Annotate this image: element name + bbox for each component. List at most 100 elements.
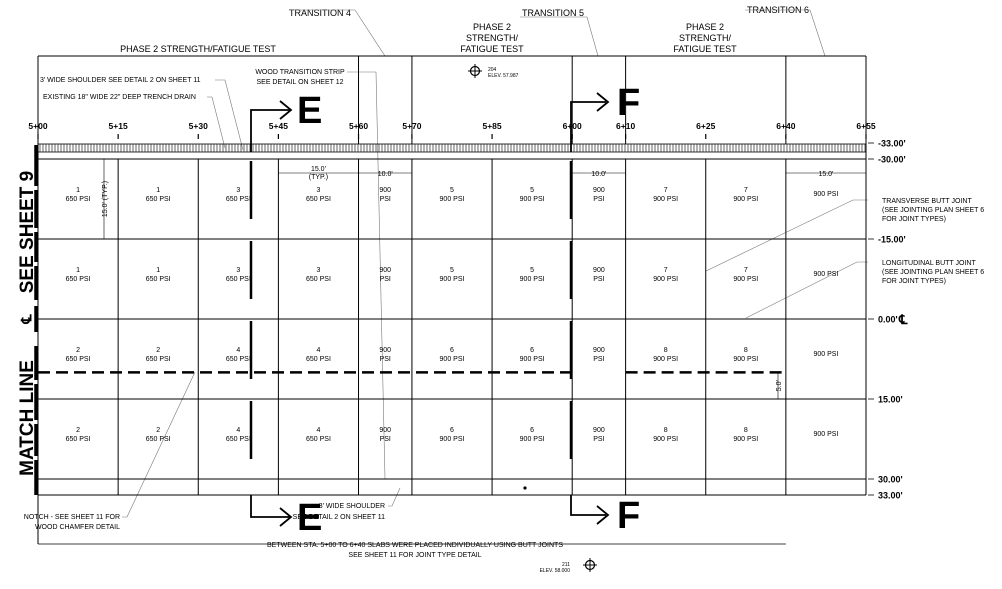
slab-number: 3 [316, 187, 320, 194]
offset-label: -15.00' [878, 235, 906, 245]
slab-number: 4 [316, 347, 320, 354]
transverse-joint-note: TRANSVERSE BUTT JOINT (SEE JOINTING PLAN … [882, 198, 984, 223]
slab-strength: 900 PSI [520, 276, 545, 283]
station-label: 5+30 [189, 121, 208, 131]
transition-slab-strength: 900 [593, 427, 605, 434]
slab-strength: 900 PSI [813, 271, 838, 278]
note-trench-drain: EXISTING 18" WIDE 22" DEEP TRENCH DRAIN [43, 94, 196, 101]
slab-strength: 900 PSI [813, 191, 838, 198]
slab-number: 4 [316, 427, 320, 434]
section-e-top-label: E [297, 90, 322, 132]
benchmark-top-label: 204 ELEV. 57.987 [488, 67, 519, 79]
joint-detail-note: SEE SHEET 11 FOR JOINT TYPE DETAIL [348, 552, 481, 559]
centerline-right-symbol: ℄ [898, 312, 908, 327]
slab-strength: 900 PSI [440, 196, 465, 203]
slab-number: 5 [530, 187, 534, 194]
phase-left-label: PHASE 2 STRENGTH/FATIGUE TEST [120, 44, 276, 54]
slab-strength: 650 PSI [146, 276, 171, 283]
slab-number: 6 [530, 427, 534, 434]
dimension-typ-h-note: (TYP.) [309, 174, 328, 181]
slab-strength: 900 PSI [733, 196, 758, 203]
slab-strength: 900 PSI [520, 356, 545, 363]
shoulder-point [523, 486, 527, 490]
slab-strength: 900 PSI [733, 436, 758, 443]
slab-strength: 900 PSI [653, 356, 678, 363]
station-label: 6+25 [696, 121, 715, 131]
transition-slab-strength: 900 [379, 427, 391, 434]
station-label: 6+40 [776, 121, 795, 131]
slab-strength: 650 PSI [66, 276, 91, 283]
transition-slab-strength: 900 [379, 267, 391, 274]
slab-number: 6 [530, 347, 534, 354]
slab-number: 6 [450, 427, 454, 434]
slab-number: 8 [744, 427, 748, 434]
slab-strength: 900 PSI [653, 196, 678, 203]
transition-slab-strength: 900 [379, 347, 391, 354]
station-label: 6+55 [856, 121, 875, 131]
station-label: 6+00 [563, 121, 582, 131]
slab-number: 6 [450, 347, 454, 354]
slab-number: 2 [156, 427, 160, 434]
slab-number: 7 [664, 187, 668, 194]
slab-strength: 650 PSI [306, 436, 331, 443]
offset-label: 15.00' [878, 395, 903, 405]
slab-strength: 650 PSI [66, 436, 91, 443]
station-label: 5+70 [402, 121, 421, 131]
section-f-markers [570, 92, 610, 525]
station-label: 5+85 [482, 121, 501, 131]
centerline-left-label: ℄ [18, 314, 34, 325]
dimension-typ-v: 15.0' (TYP.) [102, 181, 109, 217]
offset-label: 0.00' [878, 315, 898, 325]
see-sheet-9-label: SEE SHEET 9 [17, 171, 38, 294]
transition-slab-unit: PSI [593, 436, 604, 443]
slab-number: 2 [76, 347, 80, 354]
section-f-top-label: F [617, 82, 640, 124]
offset-label: 33.00' [878, 491, 903, 501]
slab-number: 1 [156, 267, 160, 274]
slab-strength: 650 PSI [306, 196, 331, 203]
slab-number: 4 [236, 427, 240, 434]
transition-4-label: TRANSITION 4 [289, 8, 351, 18]
slab-number: 7 [744, 267, 748, 274]
slab-strength: 900 PSI [520, 196, 545, 203]
slab-number: 7 [744, 187, 748, 194]
slab-strength: 650 PSI [226, 196, 251, 203]
benchmark-top-icon [468, 64, 482, 78]
station-label: 5+45 [269, 121, 288, 131]
section-f-bottom-label: F [617, 495, 640, 537]
slab-strength: 650 PSI [66, 196, 91, 203]
slab-number: 3 [236, 187, 240, 194]
transition-slab-unit: PSI [380, 356, 391, 363]
notch-note: NOTCH - SEE SHEET 11 FOR WOOD CHAMFER DET… [24, 514, 120, 531]
placement-note: BETWEEN STA. 5+00 TO 6+40 SLABS WERE PLA… [267, 542, 563, 549]
slab-strength: 650 PSI [226, 436, 251, 443]
slab-number: 8 [744, 347, 748, 354]
station-label: 5+15 [109, 121, 128, 131]
station-label: 6+10 [616, 121, 635, 131]
transition-slab-unit: PSI [380, 276, 391, 283]
transition-slab-unit: PSI [593, 276, 604, 283]
note-shoulder-top: 3' WIDE SHOULDER SEE DETAIL 2 ON SHEET 1… [40, 77, 201, 84]
longitudinal-joint-note: LONGITUDINAL BUTT JOINT (SEE JOINTING PLA… [882, 260, 984, 285]
slab-strength: 900 PSI [440, 276, 465, 283]
leader-lines [122, 9, 868, 518]
transition-slab-strength: 900 [379, 187, 391, 194]
station-label: 5+60 [349, 121, 368, 131]
match-line-label: MATCH LINE [17, 360, 38, 476]
transition-slab-unit: PSI [380, 436, 391, 443]
slab-number: 8 [664, 427, 668, 434]
transition-slab-strength: 900 [593, 347, 605, 354]
dimension-transition-4: 10.0' [378, 171, 393, 178]
dimension-transition-5: 10.0' [591, 171, 606, 178]
slab-strength: 900 PSI [653, 436, 678, 443]
offset-label: 30.00' [878, 475, 903, 485]
transition-slab-strength: 900 [593, 187, 605, 194]
offset-label: -33.00' [878, 139, 906, 149]
transition-5-label: TRANSITION 5 [522, 8, 584, 18]
section-e-bottom-label: E [297, 497, 322, 539]
transition-slab-unit: PSI [380, 196, 391, 203]
slab-number: 5 [530, 267, 534, 274]
slab-number: 7 [664, 267, 668, 274]
station-label: 5+00 [28, 121, 47, 131]
